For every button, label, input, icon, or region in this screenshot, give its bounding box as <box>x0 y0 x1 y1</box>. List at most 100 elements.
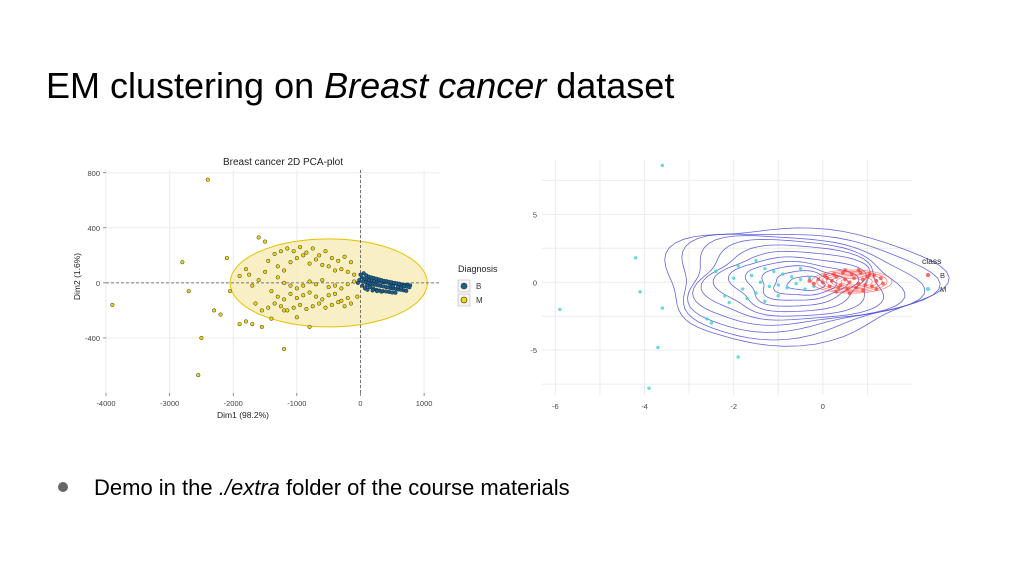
data-point-m <box>736 355 740 359</box>
density-contour <box>712 250 871 317</box>
data-point-m <box>205 177 210 182</box>
data-point-b <box>847 280 852 285</box>
data-point-b <box>374 289 380 294</box>
data-point-m <box>803 287 807 291</box>
data-point-m <box>758 280 763 284</box>
bullet-text-part1: Demo in the <box>94 475 219 500</box>
data-point-m <box>336 300 341 305</box>
pca-scatter-chart: Breast cancer 2D PCA-plot -4000 -3000 -2000… <box>68 150 498 430</box>
cluster-contour-b <box>830 275 873 289</box>
data-point-m <box>352 272 357 277</box>
y-tick-label: 400 <box>87 224 100 233</box>
data-point-m <box>745 296 749 301</box>
data-point-m <box>307 324 312 329</box>
data-point-m <box>313 282 318 287</box>
legend-key-b <box>926 273 930 277</box>
data-point-m <box>224 256 229 261</box>
data-point-m <box>243 267 249 272</box>
data-point-m <box>348 301 353 306</box>
data-point-m <box>275 294 280 299</box>
data-point-m <box>275 264 280 269</box>
data-point-m <box>785 285 789 290</box>
bullet-text-part2: folder of the course materials <box>279 475 570 500</box>
data-point-m <box>656 345 660 350</box>
data-point-m <box>355 294 360 299</box>
bullet-dot-icon <box>58 482 68 493</box>
data-point-m <box>259 324 264 329</box>
slide-title: EM clustering on Breast cancer dataset <box>46 64 674 108</box>
bullet-item: Demo in the ./extra folder of the course… <box>58 473 570 503</box>
data-point-m <box>266 305 271 310</box>
x-tick-label: -2000 <box>224 399 243 408</box>
data-point-m <box>332 283 338 288</box>
data-point-b <box>355 280 360 285</box>
data-point-m <box>307 279 312 284</box>
data-point-m <box>199 335 204 340</box>
data-point-m <box>736 264 740 268</box>
density-contour <box>692 238 906 326</box>
data-point-m <box>326 284 331 290</box>
data-point-m <box>247 272 252 277</box>
data-point-m <box>272 251 277 257</box>
data-point-m <box>754 291 758 295</box>
y-axis-label: Dim2 (1.6%) <box>72 253 82 300</box>
data-point-m <box>352 279 357 284</box>
density-contour <box>761 265 849 301</box>
data-point-m <box>310 304 315 309</box>
data-point-b <box>365 287 370 292</box>
data-point-m <box>212 308 217 313</box>
legend-label-m: M <box>476 296 483 305</box>
data-point-m <box>266 258 271 263</box>
data-point-m <box>250 283 255 288</box>
data-point-m <box>558 307 562 312</box>
data-point-b <box>878 276 883 281</box>
density-contour <box>773 270 837 296</box>
x-tick-label: -4 <box>641 402 648 411</box>
data-point-m <box>294 256 299 261</box>
em-density-chart: -6 -4 -2 0 5 0 -5 class B M <box>520 150 960 420</box>
data-point-m <box>660 163 665 168</box>
data-point-m <box>781 272 785 276</box>
data-point-m <box>348 260 353 265</box>
data-point-m <box>110 302 115 307</box>
pca-legend-svg: Diagnosis BM <box>457 264 498 307</box>
data-point-m <box>278 249 284 254</box>
data-point-m <box>262 269 268 274</box>
data-point-m <box>282 268 287 273</box>
data-point-m <box>269 316 274 321</box>
data-point-m <box>269 289 274 294</box>
em-chart-svg: -6 -4 -2 0 5 0 -5 class BM <box>530 160 950 411</box>
data-point-m <box>301 253 306 258</box>
x-tick-label: -3000 <box>160 399 179 408</box>
x-tick-label: -4000 <box>96 399 115 408</box>
data-point-m <box>196 373 201 378</box>
y-tick-label: 0 <box>533 278 537 287</box>
data-point-m <box>186 289 191 294</box>
title-text-part1: EM clustering on <box>46 65 325 106</box>
data-point-m <box>272 301 277 306</box>
data-point-m <box>740 287 745 291</box>
data-point-m <box>749 273 754 278</box>
y-tick-label: -5 <box>530 346 537 355</box>
data-point-m <box>307 261 312 266</box>
density-contour <box>786 275 826 292</box>
data-point-b <box>390 284 395 289</box>
data-point-m <box>723 294 727 298</box>
data-point-m <box>339 286 344 291</box>
cluster-contour-b <box>826 273 878 290</box>
data-point-b <box>399 285 404 290</box>
data-point-m <box>320 278 325 283</box>
y-tick-label: 800 <box>87 169 100 178</box>
legend-key-m <box>460 296 468 304</box>
data-point-m <box>767 284 772 289</box>
data-point-m <box>297 245 303 250</box>
data-point-m <box>320 297 325 302</box>
data-point-m <box>772 269 776 274</box>
data-point-b <box>370 288 375 293</box>
legend-title: Diagnosis <box>458 264 498 274</box>
cluster-contour-b <box>840 277 863 286</box>
x-tick-label: 1000 <box>416 399 433 408</box>
title-text-part2: dataset <box>546 65 675 106</box>
data-point-m <box>754 258 758 263</box>
title-text-italic: Breast cancer <box>324 65 547 106</box>
